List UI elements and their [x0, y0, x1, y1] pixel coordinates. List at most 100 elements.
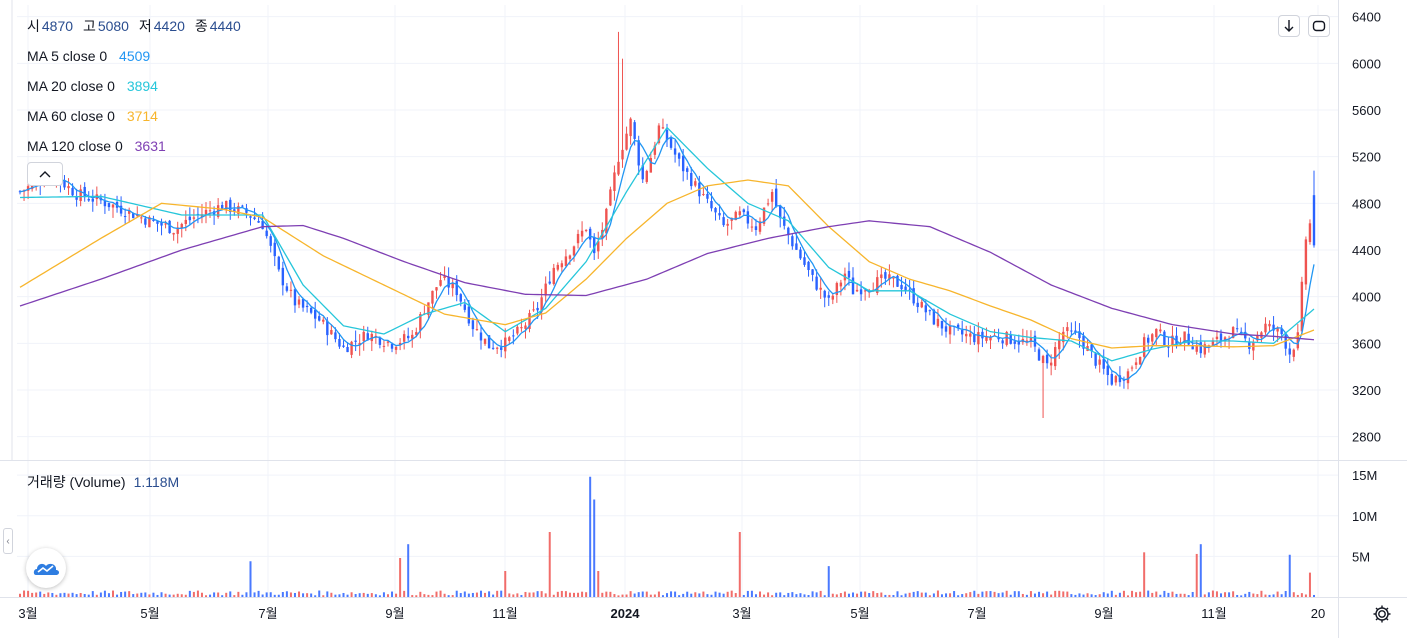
volume-bar — [132, 594, 135, 597]
volume-bar — [1313, 594, 1315, 597]
candle-body — [407, 335, 410, 339]
volume-bar — [945, 593, 948, 597]
ma120-line — [19, 220, 1315, 341]
volume-bar — [726, 591, 729, 597]
volume-bar — [860, 591, 863, 597]
candle-body — [1296, 332, 1300, 349]
volume-bar — [116, 594, 119, 597]
candle-body — [435, 287, 438, 291]
candle-body — [67, 186, 70, 189]
candle-body — [815, 276, 818, 290]
tradingview-logo[interactable] — [26, 548, 66, 588]
candle-body — [285, 286, 289, 291]
candle-body — [597, 241, 600, 252]
volume-bar — [835, 594, 838, 597]
open-label: 시 — [27, 18, 40, 34]
ma60-legend[interactable]: MA 60 close 0 3714 — [27, 107, 164, 125]
candle-body — [1268, 323, 1271, 327]
collapse-legend-button[interactable] — [27, 162, 63, 186]
volume-bar — [1143, 552, 1146, 597]
ma5-legend[interactable]: MA 5 close 0 4509 — [27, 47, 156, 65]
volume-bar — [1228, 592, 1231, 597]
volume-bar — [1187, 595, 1190, 597]
ma20-legend[interactable]: MA 20 close 0 3894 — [27, 77, 164, 95]
volume-bar — [597, 571, 600, 597]
candle-body — [1082, 335, 1085, 349]
volume-bar — [298, 591, 301, 597]
volume-bar — [1300, 593, 1303, 597]
candle-body — [588, 228, 592, 240]
candle-body — [1191, 346, 1194, 350]
candle-body — [665, 129, 669, 141]
volume-bar — [196, 590, 199, 597]
candle-body — [427, 302, 430, 315]
candle-body — [144, 218, 147, 225]
candle-body — [1203, 344, 1207, 355]
volume-value: 1.118M — [133, 474, 180, 490]
candle-body — [1163, 331, 1166, 346]
volume-bar — [249, 561, 252, 597]
volume-bar — [560, 590, 563, 597]
volume-bar — [407, 544, 410, 597]
candle-body — [265, 230, 268, 237]
volume-bar — [666, 593, 668, 597]
ma5-value: 4509 — [119, 48, 151, 64]
left-panel-handle[interactable]: ‹ — [3, 528, 13, 554]
volume-bar — [989, 591, 992, 597]
volume-bar — [823, 595, 826, 597]
volume-bar — [188, 590, 191, 597]
candle-body — [965, 333, 968, 337]
candle-body — [835, 283, 839, 295]
volume-bar — [787, 592, 790, 597]
candle-body — [451, 283, 454, 289]
ma120-legend[interactable]: MA 120 close 0 3631 — [27, 137, 172, 155]
volume-tick-label: 10M — [1352, 509, 1377, 524]
volume-bar — [1215, 591, 1218, 597]
candle-body — [508, 337, 511, 341]
volume-bar — [172, 594, 175, 597]
volume-bar — [759, 591, 762, 597]
candle-body — [997, 337, 1000, 340]
candle-body — [63, 179, 66, 188]
candle-body — [354, 340, 357, 342]
volume-bar — [730, 590, 733, 597]
volume-bar — [1284, 590, 1287, 597]
volume-bar — [1126, 595, 1129, 597]
volume-bar — [467, 593, 470, 597]
volume-bar — [314, 595, 317, 597]
volume-legend[interactable]: 거래량 (Volume) 1.118M — [27, 472, 179, 492]
candle-body — [1094, 353, 1097, 366]
volume-bar — [852, 592, 855, 597]
download-button[interactable] — [1278, 15, 1300, 37]
volume-bar — [1296, 594, 1299, 597]
candle-body — [443, 276, 446, 278]
volume-bar — [289, 592, 292, 597]
volume-bar — [601, 592, 604, 597]
volume-bar — [423, 594, 426, 597]
candle-body — [313, 309, 317, 319]
volume-bar — [645, 591, 648, 597]
volume-bar — [378, 595, 381, 597]
volume-bar — [912, 591, 915, 597]
volume-bar — [415, 595, 418, 597]
candle-body — [564, 256, 568, 267]
volume-bar — [403, 590, 406, 597]
settings-button[interactable] — [1370, 602, 1394, 626]
candle-body — [1005, 332, 1008, 345]
volume-name: 거래량 (Volume) — [27, 474, 126, 490]
candle-body — [928, 310, 932, 312]
candle-body — [1179, 344, 1182, 346]
candle-body — [225, 200, 228, 210]
volume-bar — [710, 594, 713, 597]
candle-body — [916, 302, 919, 308]
volume-bar — [1159, 594, 1162, 597]
volume-bar — [152, 592, 155, 597]
time-tick-label: 7월 — [258, 606, 277, 621]
volume-bar — [807, 595, 810, 597]
volume-bar — [900, 595, 903, 597]
candle-body — [750, 226, 754, 228]
fullscreen-button[interactable] — [1308, 15, 1330, 37]
chevron-up-icon — [39, 171, 51, 178]
